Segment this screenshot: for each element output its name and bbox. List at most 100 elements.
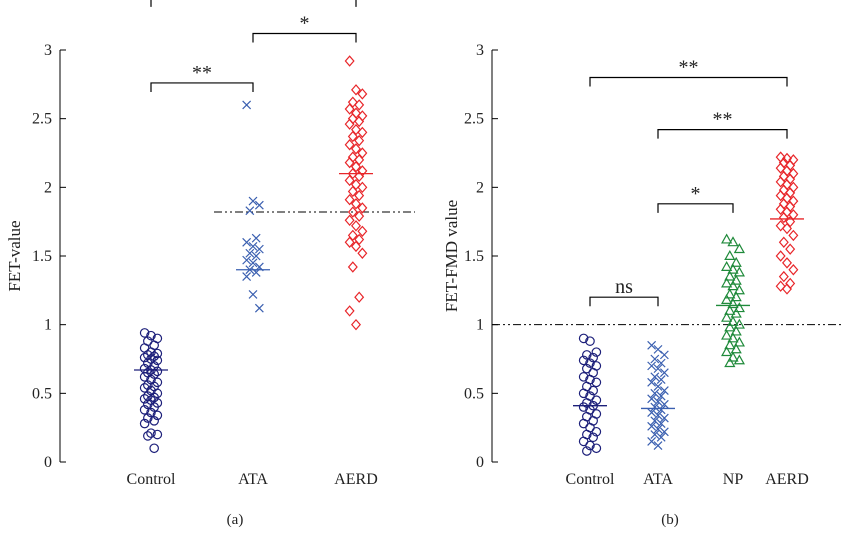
data-point (139, 328, 150, 338)
y-tick-label: 0 (476, 454, 484, 471)
data-point (351, 198, 361, 210)
data-point (152, 366, 163, 377)
data-point (591, 347, 602, 357)
significance-label: ** (679, 56, 699, 78)
data-point (139, 383, 150, 393)
data-point (653, 397, 663, 406)
significance-bracket (150, 82, 254, 92)
data-point (721, 233, 733, 244)
data-point (775, 189, 786, 202)
data-point (659, 427, 669, 437)
data-point (775, 203, 786, 216)
data-point (139, 418, 150, 429)
data-point (354, 189, 365, 202)
data-point (248, 196, 258, 206)
data-point (656, 358, 666, 368)
significance-bracket (589, 296, 659, 307)
data-point (344, 139, 355, 151)
data-point (721, 346, 733, 357)
data-point (582, 350, 592, 360)
data-point (357, 202, 368, 214)
y-axis-title: FET-value (5, 220, 24, 291)
data-point (242, 255, 252, 265)
data-point (775, 280, 786, 292)
data-point (656, 375, 666, 385)
data-point (733, 336, 745, 347)
data-point (354, 99, 365, 111)
data-point (351, 220, 361, 232)
data-point (139, 394, 150, 404)
significance-bracket (657, 129, 788, 139)
data-point (724, 321, 736, 332)
y-tick-label: 2 (476, 179, 484, 196)
data-point (139, 352, 150, 363)
data-point (578, 372, 589, 382)
significance-bracket (150, 0, 357, 7)
data-point (721, 293, 733, 304)
data-point (724, 288, 736, 299)
data-point (647, 377, 657, 387)
data-point (585, 440, 595, 451)
data-point (724, 270, 736, 281)
data-point (152, 410, 163, 421)
data-point (149, 443, 159, 454)
significance-bracket (589, 76, 788, 87)
data-point (347, 261, 358, 273)
data-point (354, 291, 365, 303)
data-point (242, 237, 252, 247)
data-point (733, 318, 745, 329)
data-point (724, 249, 736, 260)
data-point (730, 343, 742, 354)
x-category-label: Control (566, 471, 615, 488)
data-point (785, 277, 796, 290)
data-point (730, 291, 742, 302)
data-point (647, 408, 657, 417)
significance-bracket (252, 32, 357, 43)
data-point (775, 220, 786, 232)
panel-label: (b) (661, 512, 679, 528)
significance-label: ** (192, 62, 212, 84)
data-point (659, 399, 669, 409)
data-point (721, 311, 733, 322)
x-category-label: Control (127, 471, 176, 488)
data-point (656, 432, 666, 442)
data-point (659, 368, 669, 378)
data-point (721, 329, 733, 340)
data-point (788, 264, 799, 276)
data-point (782, 283, 792, 295)
data-point (727, 351, 739, 362)
data-point (357, 225, 368, 237)
data-point (245, 248, 255, 258)
data-point (653, 382, 663, 391)
data-point (733, 354, 745, 365)
data-point (653, 441, 663, 450)
data-point (727, 236, 739, 247)
data-point (733, 266, 745, 277)
data-point (242, 272, 252, 282)
data-point (778, 270, 789, 283)
data-point (724, 339, 736, 350)
data-point (149, 392, 159, 403)
data-point (357, 247, 368, 259)
data-point (650, 354, 660, 364)
data-point (578, 355, 589, 366)
data-point (578, 402, 589, 412)
significance-label: ns (615, 276, 633, 298)
data-point (149, 415, 159, 426)
data-point (344, 103, 355, 115)
y-tick-label: 2 (44, 179, 52, 196)
y-tick-label: 3 (476, 42, 484, 59)
data-point (143, 399, 153, 410)
data-point (650, 430, 660, 439)
data-point (730, 325, 742, 336)
data-point (351, 240, 361, 253)
data-point (659, 386, 669, 396)
data-point (344, 55, 355, 67)
data-point (143, 431, 153, 441)
data-point (778, 211, 789, 224)
data-point (591, 426, 602, 437)
data-point (730, 274, 742, 285)
data-point (344, 174, 355, 187)
data-point (733, 243, 745, 254)
data-point (152, 348, 163, 359)
